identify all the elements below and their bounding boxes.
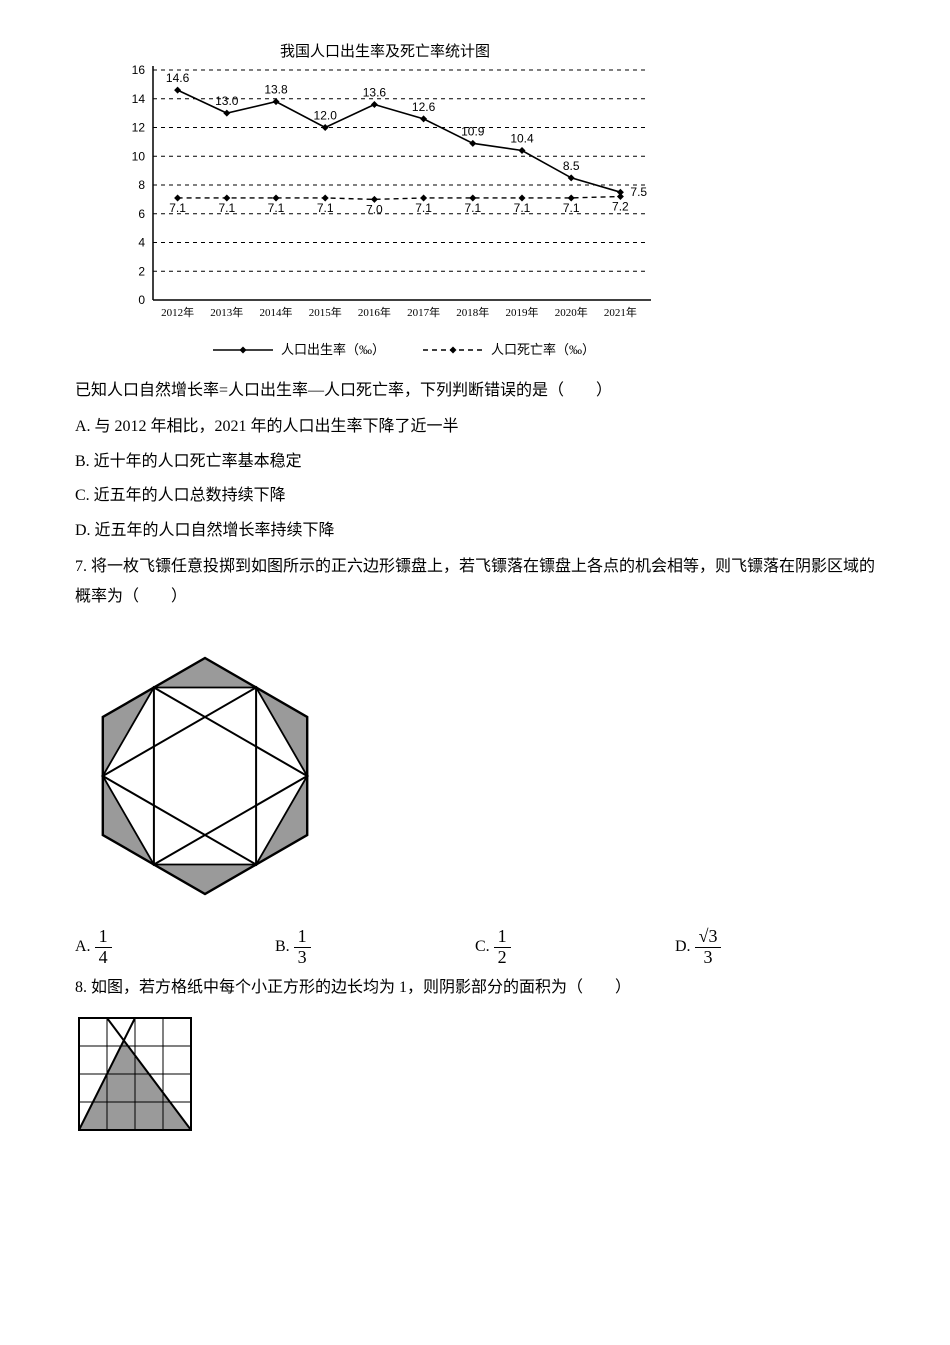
q7-c-frac: 12 — [494, 927, 511, 968]
hexagon-figure-svg — [75, 631, 335, 921]
q8-text: 8. 如图，若方格纸中每个小正方形的边长均为 1，则阴影部分的面积为（ ） — [75, 973, 875, 1003]
svg-text:7.2: 7.2 — [612, 200, 629, 214]
svg-text:2021年: 2021年 — [604, 305, 637, 319]
svg-text:12.0: 12.0 — [314, 109, 338, 123]
svg-text:2015年: 2015年 — [309, 305, 342, 319]
svg-text:13.0: 13.0 — [215, 94, 239, 108]
svg-text:4: 4 — [138, 236, 145, 250]
svg-text:16: 16 — [132, 63, 146, 77]
q7-option-a: A. 14 — [75, 927, 275, 968]
birth-death-chart: 我国人口出生率及死亡率统计图 0 2 4 6 8 10 12 14 16 2012年 2013年 201… — [105, 40, 875, 370]
q8-figure — [75, 1014, 875, 1134]
svg-text:6: 6 — [138, 207, 145, 221]
svg-text:2020年: 2020年 — [555, 305, 588, 319]
q7-d-label: D. — [675, 932, 691, 962]
svg-text:2013年: 2013年 — [210, 305, 243, 319]
svg-text:7.1: 7.1 — [268, 201, 285, 215]
svg-text:8: 8 — [138, 178, 145, 192]
svg-text:13.8: 13.8 — [264, 83, 288, 97]
svg-text:7.1: 7.1 — [415, 201, 432, 215]
svg-text:我国人口出生率及死亡率统计图: 我国人口出生率及死亡率统计图 — [280, 43, 490, 60]
q7-d-frac: √33 — [695, 927, 722, 968]
svg-text:7.1: 7.1 — [169, 201, 186, 215]
q7-option-d: D. √33 — [675, 927, 875, 968]
svg-text:7.1: 7.1 — [514, 201, 531, 215]
q7-option-c: C. 12 — [475, 927, 675, 968]
svg-text:2019年: 2019年 — [506, 305, 539, 319]
chart-svg: 我国人口出生率及死亡率统计图 0 2 4 6 8 10 12 14 16 2012年 2013年 201… — [105, 40, 665, 370]
svg-text:10: 10 — [132, 149, 146, 163]
svg-text:12: 12 — [132, 121, 146, 135]
svg-text:人口出生率（‰）: 人口出生率（‰） — [281, 342, 385, 357]
svg-text:0: 0 — [138, 293, 145, 307]
q6-option-d: D. 近五年的人口自然增长率持续下降 — [75, 516, 875, 546]
q7-b-frac: 13 — [294, 927, 311, 968]
q6-option-b: B. 近十年的人口死亡率基本稳定 — [75, 447, 875, 477]
svg-text:13.6: 13.6 — [363, 86, 387, 100]
q7-option-b: B. 13 — [275, 927, 475, 968]
svg-text:7.1: 7.1 — [464, 201, 481, 215]
q6-option-a: A. 与 2012 年相比，2021 年的人口出生率下降了近一半 — [75, 412, 875, 442]
grid-figure-svg — [75, 1014, 195, 1134]
svg-text:2016年: 2016年 — [358, 305, 391, 319]
svg-text:7.1: 7.1 — [218, 201, 235, 215]
svg-text:10.4: 10.4 — [510, 132, 534, 146]
q7-text: 7. 将一枚飞镖任意投掷到如图所示的正六边形镖盘上，若飞镖落在镖盘上各点的机会相… — [75, 552, 875, 613]
q7-b-label: B. — [275, 932, 290, 962]
svg-text:7.5: 7.5 — [630, 185, 647, 199]
svg-text:2012年: 2012年 — [161, 305, 194, 319]
q6-option-c: C. 近五年的人口总数持续下降 — [75, 481, 875, 511]
svg-text:人口死亡率（‰）: 人口死亡率（‰） — [491, 342, 595, 357]
svg-text:2018年: 2018年 — [456, 305, 489, 319]
q7-options: A. 14 B. 13 C. 12 D. √33 — [75, 927, 875, 968]
svg-text:2017年: 2017年 — [407, 305, 440, 319]
q7-c-label: C. — [475, 932, 490, 962]
svg-text:14: 14 — [132, 92, 146, 106]
svg-text:14.6: 14.6 — [166, 71, 190, 85]
svg-text:12.6: 12.6 — [412, 100, 436, 114]
svg-text:2014年: 2014年 — [260, 305, 293, 319]
q7-figure — [75, 631, 875, 921]
q6-intro: 已知人口自然增长率=人口出生率—人口死亡率，下列判断错误的是（ ） — [75, 376, 875, 406]
svg-text:2: 2 — [138, 264, 145, 278]
svg-text:10.9: 10.9 — [461, 124, 485, 138]
svg-text:7.0: 7.0 — [366, 202, 383, 216]
q7-a-frac: 14 — [95, 927, 112, 968]
svg-text:7.1: 7.1 — [317, 201, 334, 215]
svg-text:7.1: 7.1 — [563, 201, 580, 215]
q7-a-label: A. — [75, 932, 91, 962]
svg-text:8.5: 8.5 — [563, 159, 580, 173]
